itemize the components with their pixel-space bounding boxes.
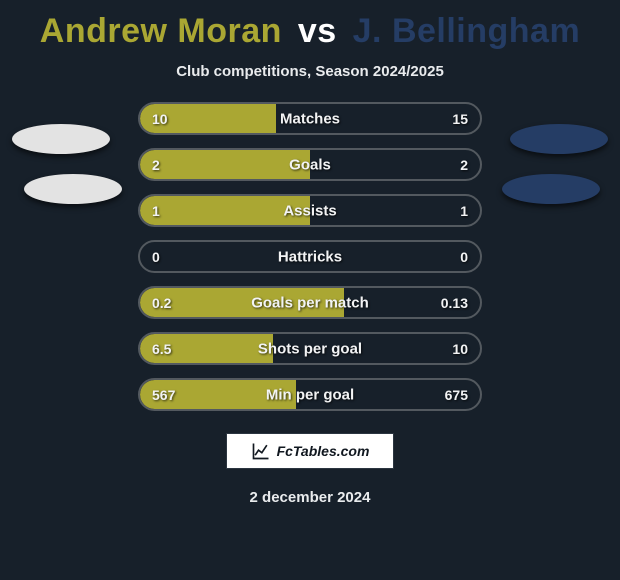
stat-label: Matches xyxy=(280,110,340,127)
stat-row: 567 Min per goal 675 xyxy=(138,378,482,411)
stat-value-right: 1 xyxy=(460,203,468,219)
date-text: 2 december 2024 xyxy=(250,489,371,506)
stat-row: 1 Assists 1 xyxy=(138,194,482,227)
stat-row: 6.5 Shots per goal 10 xyxy=(138,332,482,365)
stat-value-right: 10 xyxy=(452,341,468,357)
stat-label: Goals xyxy=(289,156,331,173)
stat-row: 0.2 Goals per match 0.13 xyxy=(138,286,482,319)
stat-label: Min per goal xyxy=(266,386,354,403)
stat-value-left: 567 xyxy=(152,387,175,403)
stat-value-right: 15 xyxy=(452,111,468,127)
comparison-card: Andrew Moran vs J. Bellingham Club compe… xyxy=(0,0,620,580)
stat-label: Assists xyxy=(283,202,336,219)
vs-text: vs xyxy=(298,12,337,50)
stat-rows: 10Matches152Goals21Assists10Hattricks00.… xyxy=(0,102,620,411)
page-title: Andrew Moran vs J. Bellingham xyxy=(40,12,580,51)
stat-row: 0 Hattricks 0 xyxy=(138,240,482,273)
stat-value-left: 2 xyxy=(152,157,160,173)
stat-value-left: 10 xyxy=(152,111,168,127)
logo-box: FcTables.com xyxy=(226,433,394,469)
logo-text: FcTables.com xyxy=(277,443,370,459)
fill-left xyxy=(140,150,310,179)
stat-label: Hattricks xyxy=(278,248,342,265)
stat-value-left: 0 xyxy=(152,249,160,265)
stat-value-right: 0 xyxy=(460,249,468,265)
stat-value-left: 0.2 xyxy=(152,295,171,311)
stat-label: Shots per goal xyxy=(258,340,362,357)
player2-name: J. Bellingham xyxy=(353,12,581,50)
stat-value-left: 1 xyxy=(152,203,160,219)
stat-row: 10 Matches 15 xyxy=(138,102,482,135)
subtitle: Club competitions, Season 2024/2025 xyxy=(176,63,444,80)
stat-value-right: 0.13 xyxy=(441,295,468,311)
player1-name: Andrew Moran xyxy=(40,12,282,50)
chart-icon xyxy=(251,441,271,461)
stat-row: 2 Goals 2 xyxy=(138,148,482,181)
stat-label: Goals per match xyxy=(251,294,369,311)
stat-value-right: 675 xyxy=(445,387,468,403)
stat-value-right: 2 xyxy=(460,157,468,173)
stat-value-left: 6.5 xyxy=(152,341,171,357)
